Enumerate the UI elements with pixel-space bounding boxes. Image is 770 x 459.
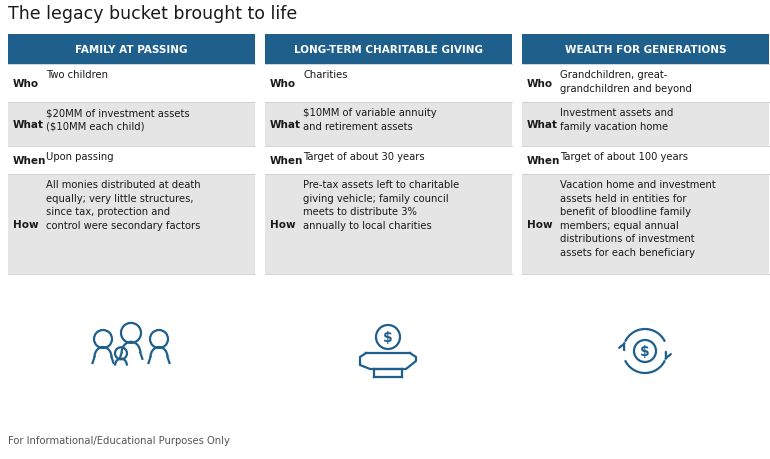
Text: What: What	[13, 120, 44, 130]
FancyBboxPatch shape	[8, 65, 255, 103]
Text: When: When	[270, 156, 303, 166]
Text: $10MM of variable annuity
and retirement assets: $10MM of variable annuity and retirement…	[303, 108, 437, 131]
Text: Investment assets and
family vacation home: Investment assets and family vacation ho…	[560, 108, 674, 131]
Text: Who: Who	[13, 79, 39, 89]
Text: All monies distributed at death
equally; very little structures,
since tax, prot: All monies distributed at death equally;…	[46, 179, 201, 230]
FancyBboxPatch shape	[522, 35, 769, 65]
FancyBboxPatch shape	[265, 103, 512, 147]
Text: What: What	[270, 120, 301, 130]
Text: The legacy bucket brought to life: The legacy bucket brought to life	[8, 5, 297, 23]
Text: How: How	[270, 219, 296, 230]
FancyBboxPatch shape	[8, 147, 255, 174]
FancyBboxPatch shape	[8, 35, 255, 65]
FancyBboxPatch shape	[265, 35, 512, 65]
Text: WEALTH FOR GENERATIONS: WEALTH FOR GENERATIONS	[564, 45, 726, 55]
Text: What: What	[527, 120, 558, 130]
Text: $: $	[640, 344, 650, 358]
Text: When: When	[527, 156, 561, 166]
Text: When: When	[13, 156, 46, 166]
FancyBboxPatch shape	[265, 65, 512, 103]
FancyBboxPatch shape	[522, 174, 769, 274]
FancyBboxPatch shape	[265, 147, 512, 174]
Text: Target of about 30 years: Target of about 30 years	[303, 151, 424, 162]
Text: Who: Who	[527, 79, 553, 89]
FancyBboxPatch shape	[8, 103, 255, 147]
FancyBboxPatch shape	[265, 174, 512, 274]
FancyBboxPatch shape	[522, 65, 769, 103]
Text: Two children: Two children	[46, 70, 108, 80]
FancyBboxPatch shape	[522, 147, 769, 174]
Text: $: $	[383, 330, 393, 344]
FancyBboxPatch shape	[522, 103, 769, 147]
Text: How: How	[527, 219, 553, 230]
Text: Upon passing: Upon passing	[46, 151, 114, 162]
Text: $20MM of investment assets
($10MM each child): $20MM of investment assets ($10MM each c…	[46, 108, 189, 131]
Text: LONG-TERM CHARITABLE GIVING: LONG-TERM CHARITABLE GIVING	[294, 45, 483, 55]
FancyBboxPatch shape	[8, 174, 255, 274]
Text: How: How	[13, 219, 38, 230]
Text: Vacation home and investment
assets held in entities for
benefit of bloodline fa: Vacation home and investment assets held…	[560, 179, 716, 257]
Text: Target of about 100 years: Target of about 100 years	[560, 151, 688, 162]
Text: FAMILY AT PASSING: FAMILY AT PASSING	[75, 45, 188, 55]
Text: For Informational/Educational Purposes Only: For Informational/Educational Purposes O…	[8, 435, 230, 445]
Text: Pre-tax assets left to charitable
giving vehicle; family council
meets to distri: Pre-tax assets left to charitable giving…	[303, 179, 459, 230]
Text: Grandchildren, great-
grandchildren and beyond: Grandchildren, great- grandchildren and …	[560, 70, 692, 93]
Text: Who: Who	[270, 79, 296, 89]
Text: Charities: Charities	[303, 70, 347, 80]
